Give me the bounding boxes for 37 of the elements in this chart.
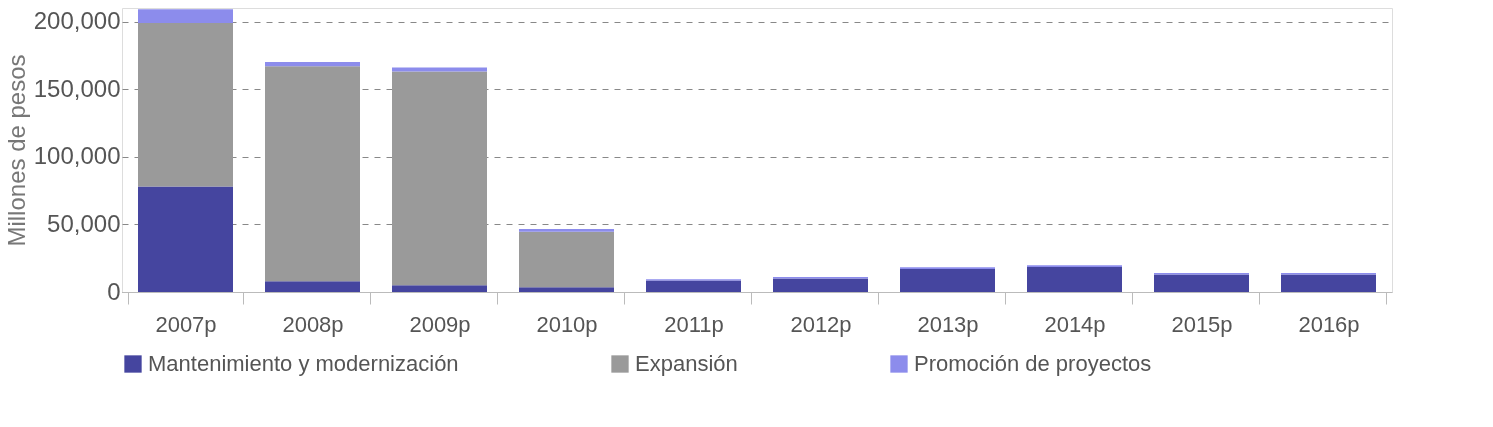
- bar: [519, 287, 614, 292]
- legend-label: Mantenimiento y modernización: [148, 351, 459, 376]
- y-axis-title: Millones de pesos: [2, 54, 30, 247]
- bar: [265, 66, 360, 282]
- bar: [138, 22, 233, 187]
- y-tick-label: 50,000: [47, 209, 121, 237]
- x-tick-label: 2008p: [282, 311, 344, 337]
- bar: [900, 269, 995, 292]
- bar: [265, 62, 360, 67]
- bar: [1154, 274, 1249, 292]
- bar: [773, 278, 868, 292]
- x-tick-label: 2011p: [664, 311, 724, 337]
- bar: [1027, 266, 1122, 292]
- bar: [519, 231, 614, 288]
- bar: [519, 229, 614, 232]
- x-tick-label: 2010p: [536, 311, 598, 337]
- bar: [392, 285, 487, 292]
- legend-label: Expansión: [635, 351, 738, 376]
- bar: [138, 186, 233, 292]
- x-tick-label: 2007p: [155, 311, 217, 337]
- y-tick-label: 0: [107, 277, 121, 305]
- y-tick-label: 150,000: [33, 74, 121, 102]
- x-tick-label: 2013p: [917, 311, 979, 337]
- bar: [1281, 274, 1376, 292]
- x-tick-label: 2015p: [1171, 311, 1233, 337]
- x-tick-label: 2012p: [790, 311, 852, 337]
- x-tick-label: 2014p: [1044, 311, 1106, 337]
- y-tick-label: 200,000: [33, 7, 121, 35]
- bar: [392, 71, 487, 286]
- bar: [265, 281, 360, 292]
- bar: [646, 280, 741, 292]
- x-tick-label: 2016p: [1298, 311, 1360, 337]
- bar: [392, 67, 487, 72]
- bar: [138, 9, 233, 23]
- legend-label: Promoción de proyectos: [914, 351, 1152, 376]
- x-tick-label: 2009p: [409, 311, 471, 337]
- y-tick-label: 100,000: [33, 142, 121, 170]
